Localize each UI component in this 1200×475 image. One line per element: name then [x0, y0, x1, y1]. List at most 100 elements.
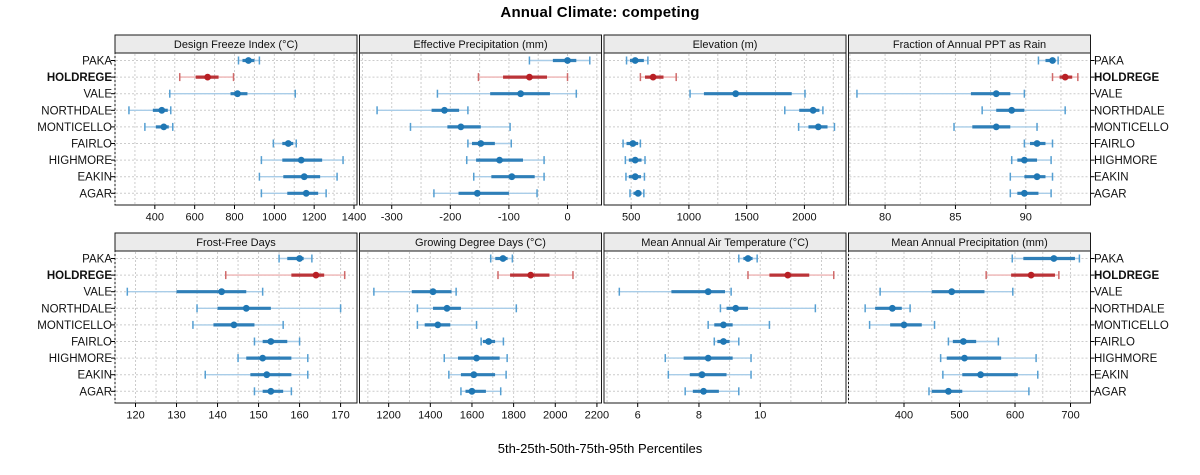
station-label-left-highmore: HIGHMORE	[49, 155, 113, 167]
x-tick-label: 2200	[585, 410, 609, 422]
x-tick-label: 6	[635, 410, 641, 422]
median-point	[468, 387, 476, 395]
median-point	[234, 90, 241, 98]
median-point	[564, 57, 571, 64]
median-point	[441, 106, 448, 114]
panel-3: Fraction of Annual PPT as Rain 80 85 90	[848, 34, 1095, 224]
series-FAIRLO	[622, 139, 642, 148]
median-point	[704, 288, 712, 296]
median-point	[704, 354, 712, 362]
median-point	[961, 354, 968, 362]
median-point	[1027, 271, 1035, 279]
median-point	[245, 57, 252, 64]
station-label-right-vale: VALE	[1094, 287, 1123, 299]
panel-title: Mean Annual Air Temperature (°C)	[641, 237, 808, 249]
median-point	[230, 321, 238, 329]
x-tick-label: 500	[622, 212, 640, 224]
median-point	[263, 371, 271, 379]
median-point	[732, 304, 740, 312]
median-point	[900, 321, 908, 329]
series-NORTHDALE	[864, 304, 911, 313]
series-NORTHDALE	[128, 106, 172, 115]
station-label-left-monticello: MONTICELLO	[37, 320, 112, 332]
series-VALE	[618, 287, 732, 296]
x-tick-label: -200	[439, 212, 461, 224]
median-point	[160, 123, 168, 131]
median-point	[499, 255, 507, 262]
median-point	[297, 156, 305, 164]
series-EAKIN	[625, 172, 646, 181]
x-tick-label: 400	[146, 212, 164, 224]
median-point	[948, 288, 956, 296]
station-label-right-holdrege: HOLDREGE	[1094, 72, 1160, 84]
panel-2: Elevation (m) 500 1000 1500 2000	[603, 34, 847, 224]
panel-7: Mean Annual Precipitation (mm) 400 500 600 7…	[848, 232, 1095, 422]
median-point	[784, 271, 792, 279]
median-point	[1050, 255, 1058, 262]
series-EAKIN	[942, 370, 1039, 379]
median-point	[1033, 173, 1041, 181]
station-label-right-northdale: NORTHDALE	[1094, 105, 1165, 117]
series-HIGHMORE	[237, 354, 309, 363]
series-MONTICELLO	[953, 122, 1038, 131]
series-VALE	[689, 89, 806, 98]
median-point	[485, 338, 493, 345]
median-point	[242, 304, 250, 312]
series-AGAR	[253, 387, 293, 396]
station-label-right-vale: VALE	[1094, 89, 1123, 101]
series-EAKIN	[1009, 172, 1054, 181]
series-HIGHMORE	[939, 354, 1037, 363]
median-point	[959, 338, 967, 345]
station-label-left-eakin: EAKIN	[77, 172, 112, 184]
median-point	[218, 288, 226, 296]
median-point	[809, 106, 817, 114]
station-label-right-agar: AGAR	[1094, 386, 1127, 398]
median-point	[631, 156, 639, 164]
series-FAIRLO	[272, 139, 298, 148]
median-point	[945, 387, 952, 395]
series-AGAR	[684, 387, 740, 396]
x-tick-label: 800	[225, 212, 243, 224]
x-tick-label: 160	[290, 410, 308, 422]
median-point	[473, 354, 480, 362]
median-point	[204, 73, 212, 81]
series-PAKA	[237, 56, 261, 65]
series-VALE	[879, 287, 1014, 296]
x-tick-label: 150	[249, 410, 267, 422]
series-MONTICELLO	[797, 122, 836, 131]
median-point	[267, 338, 275, 345]
median-point	[259, 354, 267, 362]
x-tick-label: -100	[498, 212, 520, 224]
x-tick-label: 90	[1020, 212, 1032, 224]
panel-plot-area	[359, 250, 602, 404]
median-point	[977, 371, 985, 379]
x-tick-label: 1500	[734, 212, 758, 224]
x-tick-label: 1200	[302, 212, 326, 224]
series-PAKA	[489, 254, 514, 263]
station-label-right-northdale: NORTHDALE	[1094, 303, 1165, 315]
median-point	[992, 90, 1000, 98]
series-AGAR	[629, 189, 645, 198]
x-tick-label: 130	[167, 410, 185, 422]
series-AGAR	[433, 189, 538, 198]
series-PAKA	[278, 254, 313, 263]
station-label-right-holdrege: HOLDREGE	[1094, 270, 1160, 282]
x-tick-label: 1600	[460, 410, 484, 422]
station-label-left-monticello: MONTICELLO	[37, 122, 112, 134]
station-label-left-holdrege: HOLDREGE	[47, 72, 113, 84]
panel-1: Effective Precipitation (mm) -300 -200 -100…	[359, 34, 602, 224]
x-tick-label: 600	[185, 212, 203, 224]
median-point	[698, 371, 706, 379]
station-label-left-eakin: EAKIN	[77, 370, 112, 382]
series-FAIRLO	[947, 337, 1000, 346]
median-point	[1061, 73, 1069, 81]
panel-title: Frost-Free Days	[196, 237, 276, 249]
median-point	[300, 173, 308, 181]
x-tick-label: 1800	[501, 410, 525, 422]
x-tick-label: 2000	[543, 410, 567, 422]
series-HIGHMORE	[443, 354, 508, 363]
series-FAIRLO	[253, 337, 301, 346]
x-tick-label: 600	[1006, 410, 1024, 422]
x-axis-caption: 5th-25th-50th-75th-95th Percentiles	[497, 441, 703, 456]
series-VALE	[856, 89, 1026, 98]
